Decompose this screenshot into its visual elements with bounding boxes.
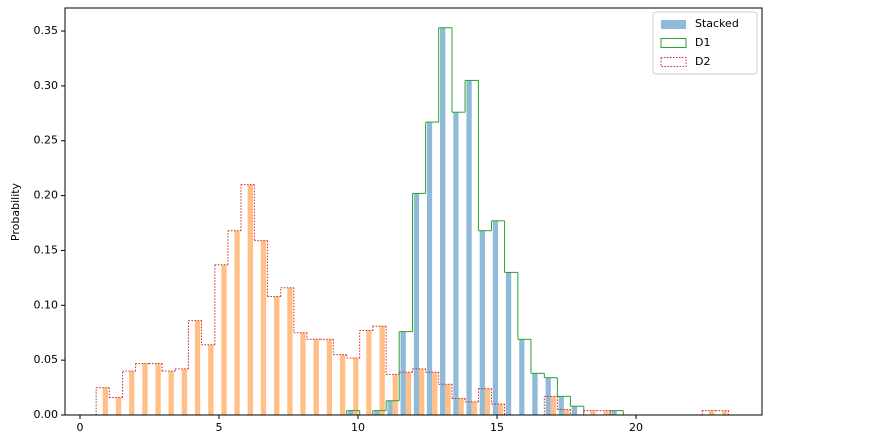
- bar: [387, 400, 393, 415]
- bar: [374, 410, 380, 415]
- x-tick-label: 15: [490, 421, 504, 434]
- bar: [563, 409, 570, 415]
- legend-label: Stacked: [695, 17, 739, 30]
- bar: [603, 410, 609, 415]
- plot-frame: [64, 7, 763, 416]
- bar: [247, 184, 253, 415]
- bar: [708, 410, 715, 415]
- bar: [194, 320, 201, 415]
- bar: [400, 331, 406, 415]
- bar: [208, 344, 214, 415]
- bar: [590, 410, 596, 415]
- bar: [274, 296, 280, 415]
- bar: [405, 372, 412, 415]
- bar: [466, 80, 472, 416]
- y-tick-label: 0.30: [34, 79, 59, 92]
- bar: [571, 406, 578, 415]
- bar: [353, 357, 359, 415]
- bar: [115, 397, 122, 415]
- bar: [445, 384, 451, 415]
- bar: [611, 410, 617, 415]
- bar: [379, 326, 385, 415]
- bar: [532, 373, 538, 415]
- bar: [722, 410, 728, 415]
- bar: [558, 396, 564, 415]
- y-tick-label: 0.10: [34, 298, 59, 311]
- bar: [426, 122, 433, 415]
- x-tick-label: 20: [629, 421, 643, 434]
- legend-swatch: [660, 57, 687, 67]
- bar: [129, 371, 135, 415]
- legend-label: D2: [695, 55, 710, 68]
- legend-swatch: [661, 20, 686, 29]
- bar: [155, 363, 161, 415]
- legend-swatch: [660, 38, 687, 48]
- y-tick-label: 0.25: [34, 134, 59, 147]
- bar: [260, 240, 267, 415]
- bar: [313, 339, 319, 415]
- bar: [102, 387, 108, 415]
- legend-label: D1: [695, 36, 710, 49]
- y-tick-label: 0.20: [34, 189, 59, 202]
- bar: [419, 368, 425, 415]
- bar: [326, 339, 332, 415]
- bar: [492, 220, 499, 415]
- bar: [453, 112, 459, 416]
- x-tick-label: 10: [351, 421, 365, 434]
- bar: [458, 398, 464, 415]
- bar: [339, 354, 346, 415]
- bar: [347, 410, 354, 415]
- y-tick-label: 0.05: [34, 353, 59, 366]
- bar: [392, 374, 398, 415]
- bar: [550, 396, 557, 415]
- bar: [300, 332, 306, 415]
- bar: [181, 368, 188, 415]
- bar: [234, 230, 240, 415]
- bar: [519, 339, 525, 415]
- bar: [484, 388, 491, 415]
- bar: [287, 287, 293, 415]
- bar: [413, 193, 420, 415]
- bar: [505, 272, 512, 415]
- x-tick-label: 0: [77, 421, 84, 434]
- x-tick-label: 5: [216, 421, 223, 434]
- bar: [432, 372, 438, 415]
- bar: [479, 230, 485, 415]
- y-tick-label: 0.35: [34, 24, 59, 37]
- y-tick-label: 0.00: [34, 408, 59, 421]
- bar: [142, 363, 148, 415]
- y-tick-label: 0.15: [34, 243, 59, 256]
- bar: [498, 404, 504, 415]
- bar: [366, 330, 372, 415]
- bar: [168, 371, 174, 415]
- bar: [471, 401, 478, 415]
- bar: [221, 264, 227, 415]
- y-axis-label: Probability: [9, 182, 22, 241]
- bar: [439, 27, 446, 415]
